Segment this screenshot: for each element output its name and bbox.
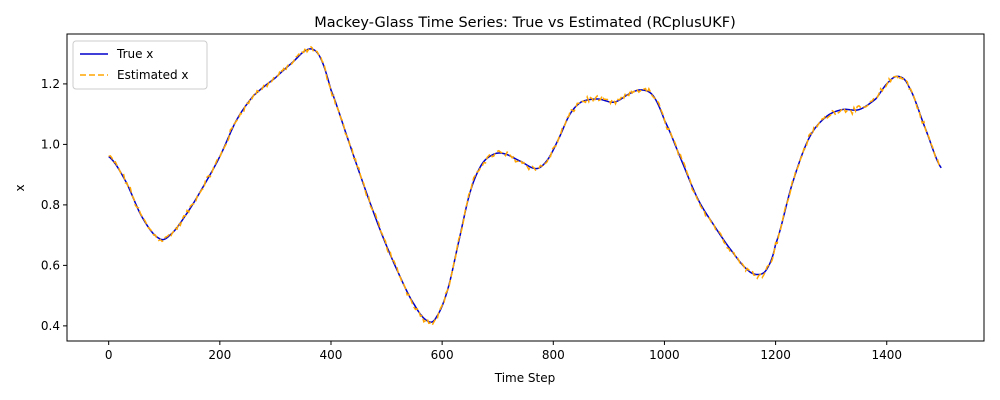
series-estimated-x	[108, 45, 942, 327]
y-tick-label: 1.2	[41, 77, 60, 91]
legend-box	[72, 40, 208, 90]
x-tick-label: 0	[105, 348, 113, 362]
x-tick-label: 1400	[871, 348, 902, 362]
y-tick-label: 0.6	[41, 258, 60, 272]
legend-label-true-x: True x	[116, 47, 153, 61]
y-axis: 0.4 0.6 0.8 1.0 1.2	[41, 77, 67, 333]
y-tick-label: 0.8	[41, 198, 60, 212]
plot-area	[66, 33, 985, 342]
y-tick-label: 0.4	[41, 319, 60, 333]
legend: True x Estimated x	[72, 40, 208, 90]
x-axis-title: Time Step	[494, 371, 556, 385]
series-line-estimated-x	[108, 45, 942, 327]
x-tick-label: 600	[431, 348, 454, 362]
x-tick-label: 400	[320, 348, 343, 362]
plot-background	[67, 34, 984, 341]
plot-frame	[66, 33, 985, 342]
x-tick-label: 1000	[649, 348, 680, 362]
x-tick-label: 800	[542, 348, 565, 362]
x-tick-label: 1200	[760, 348, 791, 362]
x-axis: 0 200 400 600 800 1000 1200 1400	[105, 341, 902, 362]
legend-label-estimated-x: Estimated x	[117, 68, 189, 82]
y-axis-title: x	[13, 184, 27, 191]
chart-title: Mackey-Glass Time Series: True vs Estima…	[314, 15, 736, 31]
x-tick-label: 200	[208, 348, 231, 362]
y-tick-label: 1.0	[41, 137, 60, 151]
